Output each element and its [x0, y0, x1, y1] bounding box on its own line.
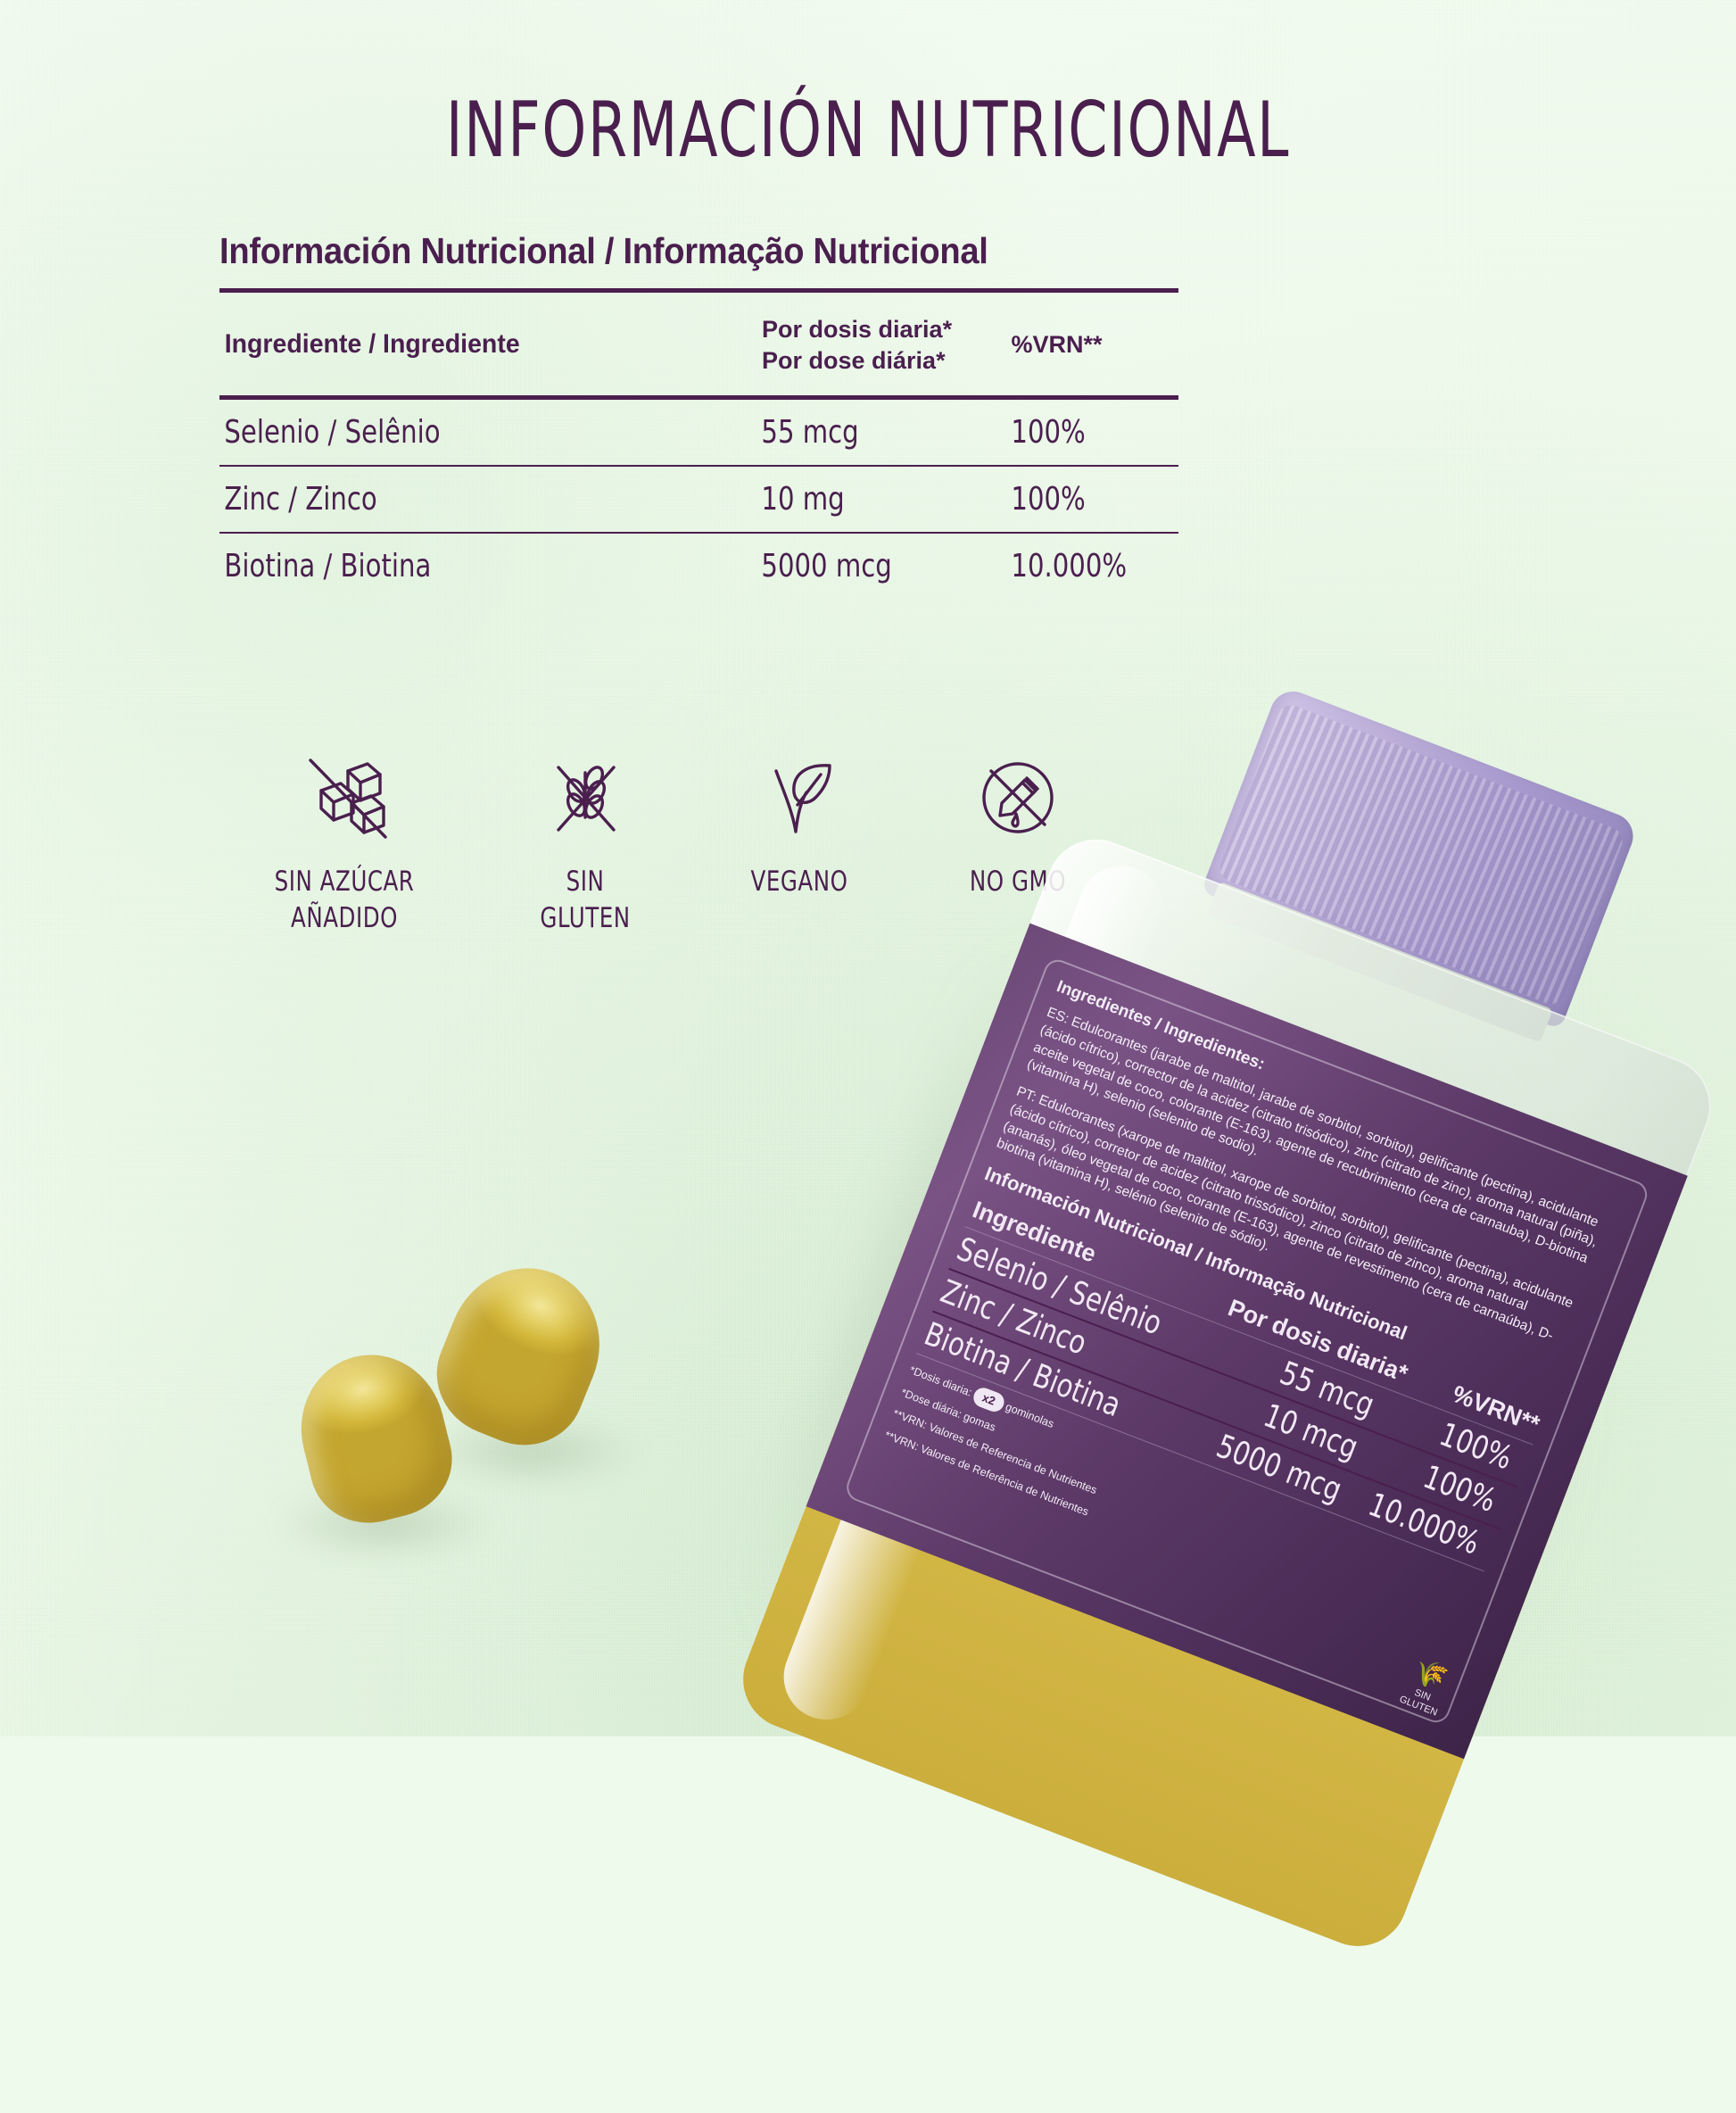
gummy-pair — [273, 1245, 705, 1606]
label-dose-unit-pt: gomas — [962, 1410, 998, 1434]
dose-badge: x2 — [971, 1384, 1007, 1414]
table-row: Zinc / Zinco 10 mg 100% — [219, 465, 1178, 534]
product-info-page: INFORMACIÓN NUTRICIONAL Información Nutr… — [0, 0, 1736, 1736]
cell-dose: 55 mcg — [756, 395, 981, 467]
cell-vrn: 10.000% — [1005, 532, 1161, 600]
cell-vrn: 100% — [1005, 395, 1161, 467]
no-gmo-icon — [906, 751, 1129, 844]
cell-vrn: 100% — [1005, 465, 1161, 534]
page-title: INFORMACIÓN NUTRICIONAL — [445, 86, 1291, 175]
header-dose-pt: Por dose diária* — [762, 346, 946, 374]
nutrition-table-head: Ingrediente / Ingrediente Por dosis diar… — [219, 293, 1178, 398]
feature-no-gluten: SIN GLUTEN — [478, 751, 692, 937]
cell-dose: 10 mg — [756, 465, 981, 534]
no-gluten-icon — [478, 751, 692, 844]
cell-ingredient: Selenio / Selênio — [219, 395, 703, 467]
feature-label: SIN GLUTEN — [540, 866, 631, 934]
label-dose-unit-es: gominolas — [1004, 1400, 1056, 1430]
table-header-row: Ingrediente / Ingrediente Por dosis diar… — [219, 293, 1178, 398]
vegan-leaf-icon — [692, 751, 906, 844]
cell-dose: 5000 mcg — [756, 532, 981, 600]
header-ingredient: Ingrediente / Ingrediente — [224, 329, 520, 360]
feature-label: VEGANO — [750, 866, 848, 898]
panel-top-rule — [219, 288, 1178, 293]
feature-no-sugar: SIN AZÚCAR AÑADIDO — [211, 751, 478, 937]
table-row: Biotina / Biotina 5000 mcg 10.000% — [219, 532, 1178, 600]
panel-heading: Información Nutricional / Informação Nut… — [219, 230, 988, 271]
header-vrn: %VRN** — [1011, 331, 1103, 359]
cell-ingredient: Zinc / Zinco — [219, 465, 703, 534]
header-dose-es: Por dosis diaria* — [762, 316, 953, 343]
nutrition-table-body: Selenio / Selênio 55 mcg 100% Zinc / Zin… — [219, 395, 1178, 600]
header-dose: Por dosis diaria* Por dose diária* — [756, 293, 1006, 398]
no-sugar-icon — [211, 751, 478, 844]
feature-label: SIN AZÚCAR AÑADIDO — [274, 866, 415, 934]
table-row: Selenio / Selênio 55 mcg 100% — [219, 395, 1178, 467]
feature-vegan: VEGANO — [692, 751, 906, 900]
nutrition-table: Ingrediente / Ingrediente Por dosis diar… — [219, 293, 1178, 600]
cell-ingredient: Biotina / Biotina — [219, 532, 703, 600]
nutrition-panel: Información Nutricional / Informação Nut… — [219, 230, 1178, 600]
bottle-body: Ingredientes / Ingredientes: ES: Edulcor… — [728, 824, 1726, 1961]
